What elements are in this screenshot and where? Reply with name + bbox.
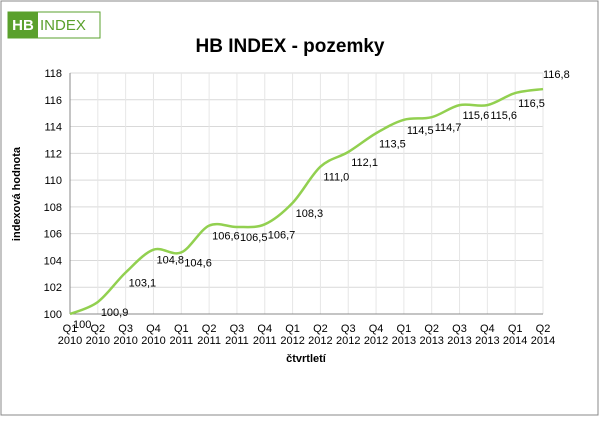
x-tick-label: Q1 2010 (58, 323, 82, 347)
data-label: 114,7 (435, 122, 462, 134)
data-label: 115,6 (463, 110, 490, 122)
y-tick-label: 110 (44, 175, 62, 187)
data-label: 111,0 (323, 172, 349, 184)
x-tick-label: Q4 2012 (364, 323, 388, 347)
y-tick-label: 116 (44, 95, 62, 107)
data-label: 104,6 (184, 257, 212, 269)
x-tick-label: Q1 2013 (392, 323, 416, 347)
x-tick-label: Q2 2011 (197, 323, 221, 347)
x-tick-label: Q2 2014 (531, 323, 555, 347)
series-line (69, 87, 544, 316)
y-tick-label: 112 (44, 148, 62, 160)
data-label: 108,3 (296, 208, 324, 220)
data-label: 112,1 (351, 157, 378, 169)
x-tick-label: Q1 2012 (280, 323, 304, 347)
data-label: 113,5 (379, 138, 406, 150)
data-label: 116,8 (543, 69, 570, 81)
y-tick-label: 102 (44, 282, 62, 294)
data-label: 115,6 (490, 110, 517, 122)
y-tick-label: 118 (44, 68, 62, 80)
y-tick-label: 104 (44, 255, 62, 267)
data-label: 100 (73, 319, 91, 331)
x-tick-label: Q3 2012 (336, 323, 360, 347)
x-tick-label: Q3 2013 (447, 323, 471, 347)
x-tick-label: Q2 2010 (86, 323, 110, 347)
data-label: 114,5 (407, 125, 434, 137)
x-tick-label: Q1 2011 (169, 323, 193, 347)
data-label: 106,5 (240, 232, 268, 244)
data-label: 103,1 (129, 277, 157, 289)
x-tick-label: Q4 2013 (475, 323, 499, 347)
x-tick-label: Q2 2012 (308, 323, 332, 347)
logo-part2: INDEX (40, 17, 86, 34)
x-tick-label: Q2 2013 (419, 323, 443, 347)
y-axis-label: indexová hodnota (11, 146, 23, 241)
x-tick-label: Q1 2014 (503, 323, 527, 347)
x-tick-label: Q4 2011 (253, 323, 277, 347)
data-label: 104,8 (156, 255, 184, 267)
x-tick-label: Q4 2010 (141, 323, 165, 347)
data-label: 106,7 (268, 229, 296, 241)
chart-title: HB INDEX - pozemky (196, 36, 385, 57)
x-tick-label: Q3 2010 (113, 323, 137, 347)
logo-part1: HB (12, 17, 34, 34)
data-label: 100,9 (101, 307, 129, 319)
y-tick-label: 100 (44, 309, 62, 321)
x-tick-label: Q3 2011 (225, 323, 249, 347)
y-tick-label: 114 (44, 122, 62, 134)
y-tick-label: 108 (44, 202, 62, 214)
logo-mark (8, 12, 38, 38)
x-axis-label: čtvrtletí (286, 353, 327, 365)
y-tick-label: 106 (44, 229, 62, 241)
data-label: 116,5 (518, 98, 545, 110)
data-label: 106,6 (212, 231, 240, 243)
